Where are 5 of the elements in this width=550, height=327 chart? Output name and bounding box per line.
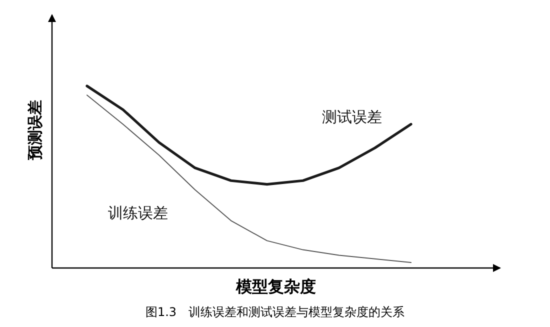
caption: 图1.3 训练误差和测试误差与模型复杂度的关系 (145, 305, 405, 319)
x-axis-title: 模型复杂度 (235, 277, 316, 296)
y-axis-title: 预测误差 (26, 100, 44, 161)
series-label: 测试误差 (322, 108, 382, 126)
series-label: 训练误差 (108, 204, 168, 222)
